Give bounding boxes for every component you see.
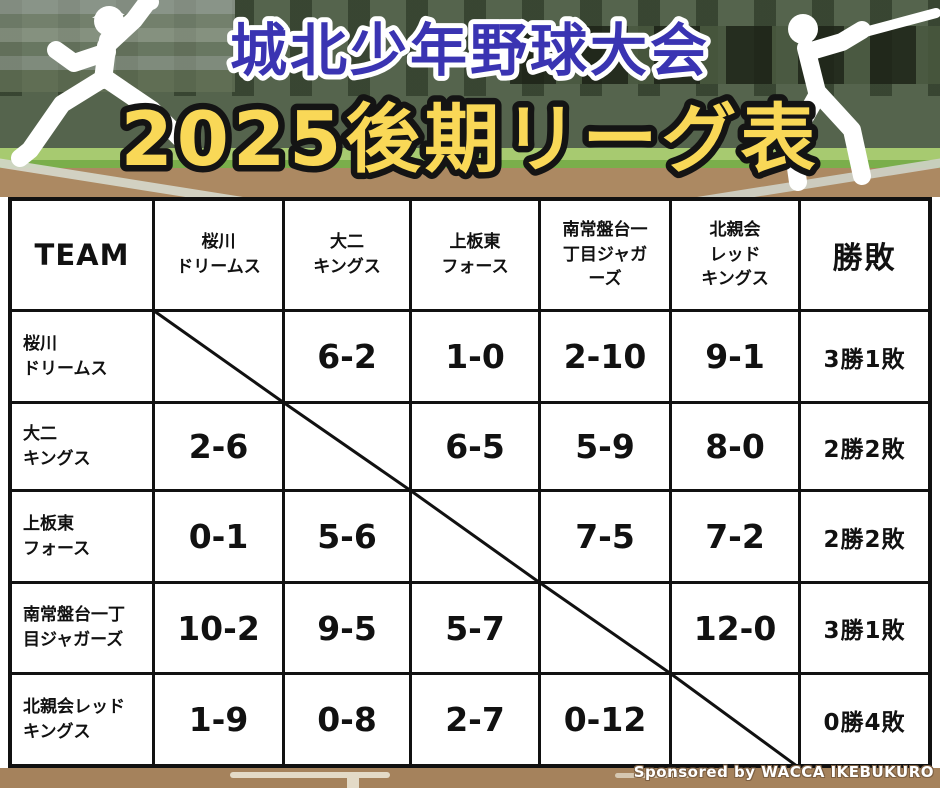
opponent-header-2: 上板東 フォース bbox=[412, 201, 538, 309]
record-header: 勝敗 bbox=[801, 201, 928, 309]
score-cell-2-2 bbox=[412, 492, 538, 581]
score-cell-1-0: 2-6 bbox=[155, 404, 282, 489]
league-table: TEAM 桜川 ドリームス 大二 キングス 上板東 フォース 南常盤台一 丁目ジ… bbox=[8, 197, 932, 768]
score-cell-3-3 bbox=[541, 584, 669, 672]
score-cell-1-1 bbox=[285, 404, 409, 489]
score-cell-4-4 bbox=[672, 675, 798, 764]
corner-team-label: TEAM bbox=[12, 201, 152, 309]
score-cell-0-4: 9-1 bbox=[672, 312, 798, 401]
grass-band bbox=[0, 148, 940, 170]
score-cell-2-3: 7-5 bbox=[541, 492, 669, 581]
record-cell-4: 0勝4敗 bbox=[801, 675, 928, 764]
score-cell-0-1: 6-2 bbox=[285, 312, 409, 401]
score-cell-3-0: 10-2 bbox=[155, 584, 282, 672]
team-name-cell-1: 大二 キングス bbox=[12, 404, 152, 489]
opponent-header-3: 南常盤台一 丁目ジャガ ーズ bbox=[541, 201, 669, 309]
chalk-line bbox=[230, 772, 390, 778]
score-cell-0-3: 2-10 bbox=[541, 312, 669, 401]
record-cell-1: 2勝2敗 bbox=[801, 404, 928, 489]
score-cell-4-2: 2-7 bbox=[412, 675, 538, 764]
pitcher-silhouette bbox=[11, 0, 195, 167]
score-cell-1-4: 8-0 bbox=[672, 404, 798, 489]
team-name-cell-3: 南常盤台一丁 目ジャガーズ bbox=[12, 584, 152, 672]
score-cell-2-1: 5-6 bbox=[285, 492, 409, 581]
score-cell-3-2: 5-7 bbox=[412, 584, 538, 672]
score-cell-3-1: 9-5 bbox=[285, 584, 409, 672]
score-cell-2-4: 7-2 bbox=[672, 492, 798, 581]
record-cell-2: 2勝2敗 bbox=[801, 492, 928, 581]
record-cell-0: 3勝1敗 bbox=[801, 312, 928, 401]
opponent-header-1: 大二 キングス bbox=[285, 201, 409, 309]
opponent-header-4: 北親会 レッド キングス bbox=[672, 201, 798, 309]
team-name-cell-2: 上板東 フォース bbox=[12, 492, 152, 581]
chalk-line-2 bbox=[615, 773, 690, 778]
banner: 城北少年野球大会 2025後期リーグ表 bbox=[0, 0, 940, 197]
chalk-line-stub bbox=[347, 777, 359, 788]
banner-titles: 城北少年野球大会 2025後期リーグ表 bbox=[114, 13, 822, 190]
score-cell-4-1: 0-8 bbox=[285, 675, 409, 764]
score-cell-4-3: 0-12 bbox=[541, 675, 669, 764]
score-cell-3-4: 12-0 bbox=[672, 584, 798, 672]
score-cell-2-0: 0-1 bbox=[155, 492, 282, 581]
score-cell-0-2: 1-0 bbox=[412, 312, 538, 401]
score-cell-4-0: 1-9 bbox=[155, 675, 282, 764]
team-name-cell-4: 北親会レッド キングス bbox=[12, 675, 152, 764]
opponent-header-0: 桜川 ドリームス bbox=[155, 201, 282, 309]
record-cell-3: 3勝1敗 bbox=[801, 584, 928, 672]
tournament-title: 城北少年野球大会 bbox=[230, 18, 710, 84]
score-cell-1-3: 5-9 bbox=[541, 404, 669, 489]
batter-silhouette bbox=[783, 8, 940, 191]
score-cell-0-0 bbox=[155, 312, 282, 401]
team-name-cell-0: 桜川 ドリームス bbox=[12, 312, 152, 401]
season-subtitle: 2025後期リーグ表 bbox=[121, 95, 820, 183]
sponsor-credit: Sponsored by WACCA IKEBUKURO bbox=[633, 763, 934, 781]
score-cell-1-2: 6-5 bbox=[412, 404, 538, 489]
